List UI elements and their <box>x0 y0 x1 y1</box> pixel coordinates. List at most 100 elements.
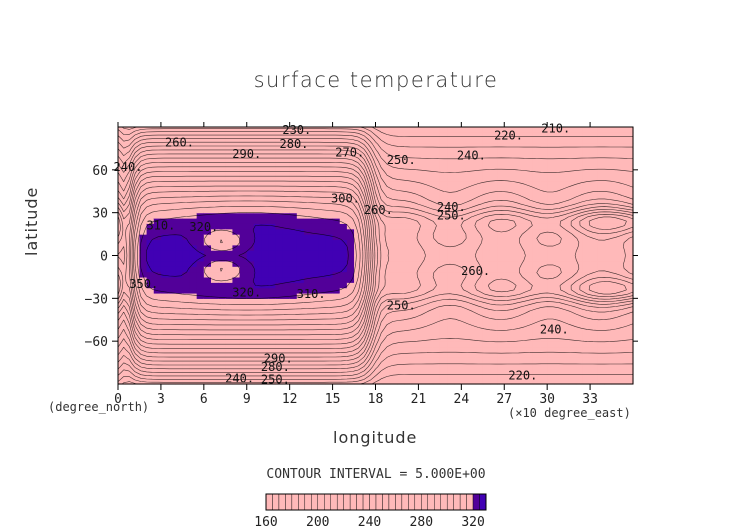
field-cell <box>354 148 362 155</box>
field-cell <box>118 373 126 380</box>
field-cell <box>547 319 555 326</box>
field-cell <box>210 373 219 380</box>
field-cell <box>282 292 291 299</box>
field-cell <box>461 185 470 192</box>
field-cell <box>468 271 477 278</box>
field-cell <box>561 239 570 246</box>
field-cell <box>554 132 563 139</box>
field-cell <box>582 378 591 385</box>
field-cell <box>432 351 441 358</box>
field-cell <box>575 175 584 182</box>
field-cell <box>611 341 620 348</box>
field-cell <box>153 201 162 208</box>
field-cell <box>625 260 634 267</box>
field-cell <box>282 255 291 262</box>
field-cell <box>611 218 620 224</box>
field-cell <box>318 271 327 278</box>
field-cell <box>511 180 520 187</box>
field-cell <box>175 351 183 358</box>
field-cell <box>125 132 133 139</box>
field-cell <box>489 201 498 208</box>
field-cell <box>311 260 319 267</box>
field-cell <box>318 346 327 353</box>
field-cell <box>239 378 248 385</box>
field-cell <box>561 373 570 380</box>
field-cell <box>168 266 176 273</box>
field-cell <box>354 191 362 198</box>
field-cell <box>325 239 334 246</box>
field-cell <box>561 298 570 305</box>
field-cell <box>425 330 434 337</box>
field-cell <box>432 335 441 342</box>
field-cell <box>339 148 348 155</box>
contour-line <box>117 149 634 362</box>
field-cell <box>611 266 620 273</box>
field-cell <box>568 335 577 342</box>
field-cell <box>225 309 234 315</box>
field-cell <box>354 292 362 299</box>
field-cell <box>332 292 341 299</box>
field-cell <box>325 260 334 267</box>
field-cell <box>346 212 355 219</box>
field-cell <box>418 271 427 278</box>
field-cell <box>518 234 527 241</box>
field-cell <box>439 244 448 251</box>
field-cell <box>382 164 391 171</box>
field-cell <box>346 266 355 273</box>
field-cell <box>568 218 577 224</box>
field-cell <box>146 346 155 353</box>
field-cell <box>339 330 348 337</box>
field-cell <box>425 335 434 342</box>
field-cell <box>497 362 505 369</box>
field-cell <box>218 212 226 219</box>
field-cell <box>604 185 613 192</box>
field-cell <box>396 335 405 342</box>
field-cell <box>146 218 155 224</box>
field-cell <box>182 271 191 278</box>
field-cell <box>232 127 241 133</box>
field-cell <box>132 282 141 289</box>
field-cell <box>225 175 234 182</box>
field-cell <box>368 212 377 219</box>
field-cell <box>575 127 584 133</box>
field-cell <box>525 137 534 144</box>
field-cell <box>368 282 377 289</box>
field-cell <box>268 201 276 208</box>
field-cell <box>454 164 462 171</box>
field-cell <box>625 191 634 198</box>
field-cell <box>125 351 133 358</box>
field-cell <box>418 143 427 150</box>
field-cell <box>210 180 219 187</box>
field-cell <box>411 357 420 364</box>
field-cell <box>475 153 484 160</box>
field-cell <box>582 153 591 160</box>
field-cell <box>425 175 434 182</box>
field-cell <box>554 351 563 358</box>
field-cell <box>210 250 219 257</box>
field-cell <box>339 234 348 241</box>
field-cell <box>504 303 512 310</box>
field-cell <box>568 244 577 251</box>
field-cell <box>189 298 198 305</box>
field-cell <box>339 153 348 160</box>
field-cell <box>361 218 369 224</box>
field-cell <box>268 250 276 257</box>
field-cell <box>296 314 305 321</box>
field-cell <box>361 207 369 214</box>
field-cell <box>554 191 563 198</box>
field-cell <box>489 234 498 241</box>
field-cell <box>368 164 377 171</box>
field-cell <box>303 234 312 241</box>
field-cell <box>189 185 198 192</box>
field-cell <box>590 362 598 369</box>
field-cell <box>461 234 470 241</box>
field-cell <box>447 175 455 182</box>
field-cell <box>160 212 169 219</box>
field-cell <box>239 196 248 203</box>
field-cell <box>375 319 384 326</box>
field-cell <box>575 191 584 198</box>
field-cell <box>396 346 405 353</box>
field-cell <box>389 357 398 364</box>
field-cell <box>203 330 212 337</box>
field-cell <box>404 159 412 166</box>
